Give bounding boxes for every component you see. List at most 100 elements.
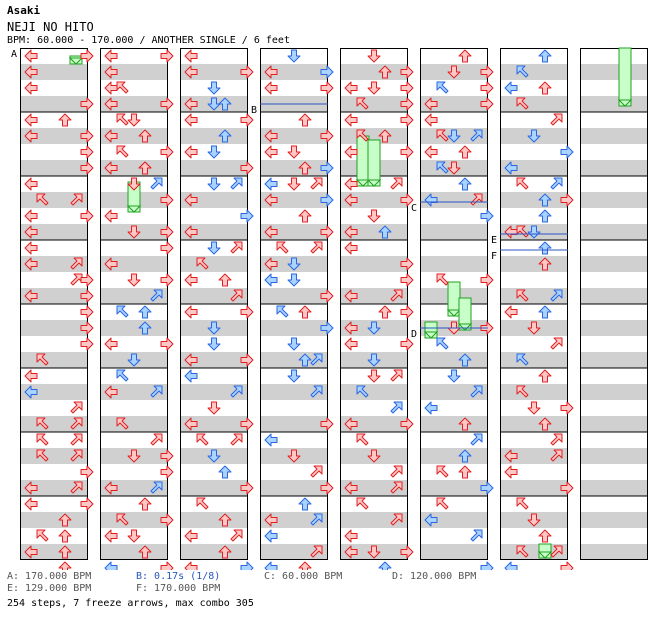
ul-arrow (276, 305, 289, 318)
right-arrow (480, 209, 494, 223)
down-arrow (207, 145, 221, 159)
left-arrow (344, 529, 358, 543)
chart-column (100, 48, 168, 560)
down-arrow (367, 449, 381, 463)
ul-arrow (436, 161, 449, 174)
right-arrow (400, 65, 414, 79)
left-arrow (184, 369, 198, 383)
chart-info: BPM: 60.000 - 170.000 / ANOTHER SINGLE /… (7, 35, 290, 46)
ur-arrow (470, 385, 483, 398)
left-arrow (24, 289, 38, 303)
right-arrow (80, 209, 94, 223)
speed-marker-label: A (11, 49, 17, 60)
left-arrow (184, 305, 198, 319)
freeze-arrow (618, 47, 632, 107)
speed-marker-label: F (491, 251, 497, 262)
ur-arrow (550, 289, 563, 302)
right-arrow (160, 241, 174, 255)
down-arrow (367, 369, 381, 383)
left-arrow (264, 193, 278, 207)
left-arrow (264, 257, 278, 271)
up-arrow (218, 273, 232, 287)
ul-arrow (356, 129, 369, 142)
right-arrow (240, 65, 254, 79)
chart-summary: 254 steps, 7 freeze arrows, max combo 30… (7, 598, 254, 609)
right-arrow (480, 81, 494, 95)
left-arrow (24, 369, 38, 383)
left-arrow (24, 497, 38, 511)
ul-arrow (196, 433, 209, 446)
right-arrow (320, 321, 334, 335)
up-arrow (458, 145, 472, 159)
freeze-arrow-tip (68, 57, 84, 65)
ur-arrow (390, 465, 403, 478)
right-arrow (320, 225, 334, 239)
right-arrow (320, 65, 334, 79)
ul-arrow (36, 529, 49, 542)
ul-arrow (516, 177, 529, 190)
left-arrow (184, 529, 198, 543)
left-arrow (264, 513, 278, 527)
right-arrow (160, 97, 174, 111)
left-arrow (184, 193, 198, 207)
ur-arrow (310, 465, 323, 478)
down-arrow (527, 225, 541, 239)
right-arrow (320, 193, 334, 207)
legend-f: F: 170.000 BPM (136, 583, 221, 594)
right-arrow (560, 193, 574, 207)
up-arrow (58, 529, 72, 543)
up-arrow (298, 497, 312, 511)
ur-arrow (150, 385, 163, 398)
right-arrow (240, 561, 254, 570)
left-arrow (264, 81, 278, 95)
left-arrow (424, 401, 438, 415)
down-arrow (127, 353, 141, 367)
left-arrow (264, 529, 278, 543)
down-arrow (207, 177, 221, 191)
down-arrow (527, 513, 541, 527)
left-arrow (344, 81, 358, 95)
up-arrow (538, 369, 552, 383)
up-arrow (458, 465, 472, 479)
down-arrow (287, 273, 301, 287)
ul-arrow (36, 449, 49, 462)
up-arrow (458, 417, 472, 431)
up-arrow (538, 305, 552, 319)
ur-arrow (150, 433, 163, 446)
ul-arrow (116, 417, 129, 430)
right-arrow (400, 417, 414, 431)
ur-arrow (390, 177, 403, 190)
ul-arrow (516, 289, 529, 302)
right-arrow (240, 417, 254, 431)
ur-arrow (230, 529, 243, 542)
right-arrow (80, 289, 94, 303)
right-arrow (320, 161, 334, 175)
left-arrow (24, 481, 38, 495)
freeze-arrow-tip (617, 99, 633, 107)
ur-arrow (150, 177, 163, 190)
down-arrow (367, 49, 381, 63)
ur-arrow (230, 433, 243, 446)
left-arrow (184, 97, 198, 111)
ul-arrow (436, 81, 449, 94)
right-arrow (160, 337, 174, 351)
left-arrow (424, 513, 438, 527)
chart-column (340, 48, 408, 560)
down-arrow (287, 145, 301, 159)
down-arrow (207, 97, 221, 111)
right-arrow (160, 193, 174, 207)
right-arrow (240, 305, 254, 319)
song-title: NEJI NO HITO (7, 20, 94, 34)
speed-marker-label: E (491, 235, 497, 246)
down-arrow (127, 225, 141, 239)
down-arrow (367, 81, 381, 95)
freeze-arrow-tip (446, 309, 462, 317)
left-arrow (104, 529, 118, 543)
up-arrow (138, 129, 152, 143)
up-arrow (458, 49, 472, 63)
left-arrow (184, 113, 198, 127)
chart-column (180, 48, 248, 560)
ur-arrow (70, 417, 83, 430)
left-arrow (184, 561, 198, 570)
right-arrow (400, 273, 414, 287)
